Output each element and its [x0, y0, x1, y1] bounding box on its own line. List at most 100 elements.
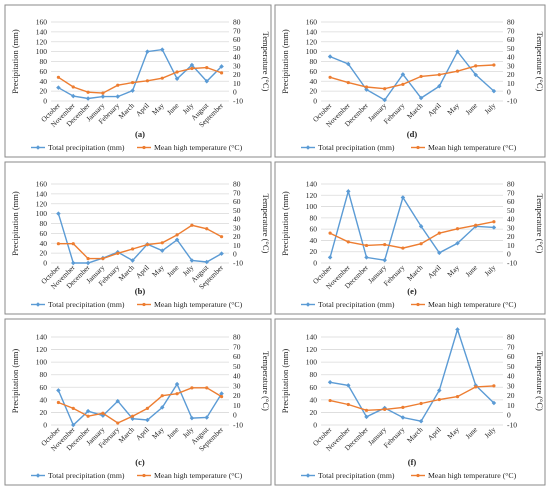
y-right-tick-label: 60	[233, 197, 241, 206]
y-left-tick-label: 120	[36, 37, 48, 46]
temperature-point	[383, 87, 387, 91]
panel-label: (a)	[135, 129, 145, 139]
temperature-point	[383, 242, 387, 247]
y-left-tick-label: 0	[43, 259, 47, 268]
y-left-tick-label: 40	[40, 77, 48, 86]
temperature-point	[190, 66, 194, 71]
temperature-point	[71, 406, 75, 410]
y-left-tick-label: 20	[310, 87, 318, 96]
temperature-point	[455, 395, 460, 399]
y-right-tick-label: 60	[233, 35, 241, 44]
temperature-point	[175, 233, 179, 237]
temperature-point	[346, 402, 350, 407]
y-left-tick-label: 80	[310, 213, 318, 222]
y-right-tick-label: 20	[233, 391, 241, 400]
y-right-tick-label: -10	[507, 421, 517, 430]
temperature-point	[101, 91, 105, 95]
temperature-point	[71, 85, 75, 89]
precipitation-series-line	[329, 50, 495, 101]
temperature-point	[130, 414, 135, 418]
precipitation-point	[219, 64, 224, 69]
y-left-tick-label: 60	[310, 383, 318, 392]
y-right-tick-label: 70	[233, 342, 241, 351]
temperature-point	[328, 75, 332, 79]
y-left-tick-label: 60	[40, 67, 48, 76]
y-left-tick-label: 0	[43, 421, 47, 430]
y-right-tick-label: 20	[507, 232, 515, 241]
y-left-tick-label: 40	[310, 236, 318, 245]
temperature-series-line	[58, 387, 222, 424]
y-right-tick-label: 30	[233, 381, 241, 390]
chart-panel-a: 020406080100120140160-100102030405060708…	[4, 4, 272, 158]
temperature-point	[401, 246, 405, 250]
precipitation-point	[100, 94, 106, 99]
y-right-tick-label: 50	[233, 362, 241, 371]
temperature-point	[492, 384, 496, 388]
y-right-tick-label: 10	[233, 241, 241, 250]
y-right-tick-label: -10	[233, 97, 243, 106]
temperature-point	[401, 405, 405, 409]
temperature-point	[101, 411, 105, 415]
y-right-tick-label: 50	[507, 44, 515, 53]
legend-temp-label: Mean high temperature (°C)	[154, 300, 243, 309]
y-left-tick-label: 160	[36, 180, 48, 189]
y-right-tick-label: 60	[507, 197, 515, 206]
panel-border	[4, 318, 272, 486]
temperature-point	[86, 90, 90, 94]
y-left-axis-title: Precipitation (mm)	[280, 29, 290, 94]
temperature-point	[86, 414, 90, 418]
y-right-tick-label: 80	[507, 18, 515, 27]
y-right-tick-label: 40	[233, 372, 241, 381]
temperature-point	[101, 257, 105, 261]
temperature-series-line	[329, 64, 494, 90]
precipitation-point	[174, 76, 180, 82]
legend-precip-label: Total precipitation (mm)	[48, 471, 125, 480]
legend-precip-label: Total precipitation (mm)	[48, 143, 125, 152]
y-left-tick-label: 100	[306, 202, 318, 211]
y-right-tick-label: 20	[507, 70, 515, 79]
temperature-point	[116, 421, 120, 425]
y-left-tick-label: 60	[40, 229, 48, 238]
precipitation-point	[174, 381, 180, 387]
y-right-tick-label: 30	[507, 223, 515, 232]
y-left-tick-label: 60	[310, 225, 318, 234]
temperature-point	[205, 227, 209, 231]
y-right-tick-label: 10	[507, 401, 515, 410]
temperature-point	[364, 243, 369, 248]
y-left-tick-label: 140	[36, 333, 48, 342]
y-right-tick-label: 60	[233, 352, 241, 361]
temperature-point	[346, 80, 350, 85]
precipitation-series-line	[329, 327, 495, 422]
y-right-tick-label: 30	[507, 61, 515, 70]
y-right-tick-label: 70	[507, 188, 515, 197]
temperature-point	[116, 251, 120, 255]
y-right-tick-label: -10	[233, 421, 243, 430]
temperature-point	[474, 385, 478, 389]
precipitation-point	[400, 415, 406, 420]
panel-label: (d)	[407, 129, 418, 139]
temperature-point	[437, 231, 441, 235]
y-right-axis-title: Temperature (°C)	[261, 32, 271, 92]
legend-temp-label: Mean high temperature (°C)	[428, 471, 517, 480]
temperature-point	[401, 82, 405, 86]
y-left-tick-label: 60	[310, 67, 318, 76]
y-right-tick-label: 70	[233, 26, 241, 35]
legend-temp-marker	[142, 473, 146, 478]
temperature-point	[383, 407, 387, 411]
chart-panel-e: 020406080100120140-1001020304050607080Pr…	[274, 161, 546, 315]
y-left-axis-title: Precipitation (mm)	[280, 349, 290, 414]
precipitation-point	[204, 259, 210, 265]
y-right-tick-label: 0	[233, 411, 237, 420]
y-right-tick-label: 40	[507, 53, 515, 62]
y-right-tick-label: 70	[507, 26, 515, 35]
y-left-axis-title: Precipitation (mm)	[280, 191, 290, 256]
y-right-tick-label: 60	[507, 35, 515, 44]
precipitation-point	[437, 83, 442, 89]
legend-temp-marker	[416, 145, 420, 150]
precipitation-point	[56, 388, 61, 393]
y-left-tick-label: 100	[36, 47, 48, 56]
panel-label: (c)	[135, 457, 145, 467]
y-left-tick-label: 40	[310, 395, 318, 404]
panel-label: (f)	[408, 457, 417, 467]
